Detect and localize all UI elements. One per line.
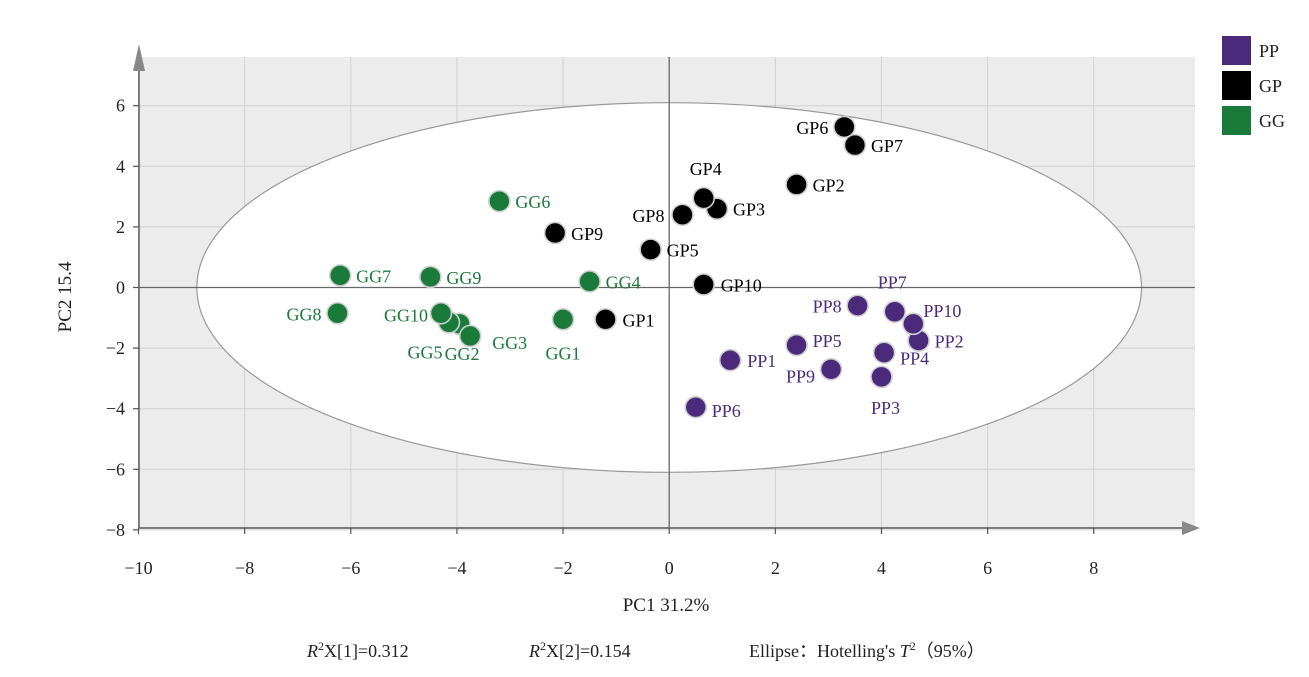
point-pp8 <box>846 294 869 317</box>
point-gg4 <box>578 270 601 293</box>
point-gg3 <box>458 324 482 348</box>
x-tick-label: 2 <box>771 558 780 578</box>
x-tick-label: −8 <box>235 558 254 578</box>
point-gp6 <box>833 115 856 139</box>
point-labels: PP1 PP2 PP3 PP4 PP5 PP6 PP7 PP8 PP9 PP10 GP1 GP2 GP3… <box>287 118 964 421</box>
legend: PP GP GG <box>1222 36 1285 135</box>
point-label-pp3: PP3 <box>871 398 900 418</box>
stat-r2x2: R2X[2]=0.154 <box>528 639 631 661</box>
point-label-gg8: GG8 <box>287 304 322 324</box>
y-tick-label: −4 <box>106 399 125 419</box>
point-gp9 <box>543 221 567 245</box>
x-axis-title: PC1 31.2% <box>623 595 710 616</box>
y-tick-label: −8 <box>106 520 125 540</box>
point-gp1 <box>594 308 617 331</box>
point-gp5 <box>639 238 662 261</box>
point-label-pp2: PP2 <box>935 332 964 352</box>
point-label-gp6: GP6 <box>796 118 828 138</box>
point-pp6 <box>684 395 708 419</box>
y-axis-title: PC2 15.4 <box>55 261 76 332</box>
x-tick-label: −10 <box>124 558 152 578</box>
point-gp7 <box>843 133 867 157</box>
y-tick-label: −2 <box>106 338 125 358</box>
axes <box>133 44 1200 535</box>
point-pp5 <box>785 333 808 357</box>
point-label-gp8: GP8 <box>632 206 664 226</box>
x-tick-label: 8 <box>1089 558 1098 578</box>
x-tick-label: 0 <box>665 558 674 578</box>
point-label-gp3: GP3 <box>733 200 765 220</box>
tick-labels: −10 −8 −6 −4 −2 0 2 4 6 8 −8 −6 −4 −2 0 2 4 6 <box>106 96 1098 578</box>
point-label-pp10: PP10 <box>923 301 961 321</box>
point-gp4 <box>692 186 715 210</box>
point-label-pp1: PP1 <box>747 351 776 371</box>
point-label-gp10: GP10 <box>721 275 762 295</box>
point-label-gg10: GG10 <box>384 305 428 325</box>
point-pp10 <box>902 312 925 336</box>
point-label-gp4: GP4 <box>690 159 722 179</box>
point-label-pp4: PP4 <box>900 349 929 369</box>
y-tick-label: 6 <box>116 96 125 116</box>
x-tick-label: −2 <box>553 558 572 578</box>
point-label-gg1: GG1 <box>546 343 581 363</box>
y-tick-label: 0 <box>116 278 125 298</box>
legend-label-gg: GG <box>1259 111 1285 131</box>
legend-swatch-pp <box>1222 36 1251 65</box>
point-pp9 <box>819 358 843 381</box>
point-label-gp2: GP2 <box>813 175 845 195</box>
point-label-pp8: PP8 <box>813 297 842 317</box>
point-gp10 <box>692 273 715 296</box>
point-pp4 <box>872 341 896 364</box>
y-tick-label: −6 <box>106 459 125 479</box>
stat-ellipse-note: Ellipse：Hotelling's T2（95%） <box>749 639 985 661</box>
point-pp7 <box>883 300 907 324</box>
y-tick-label: 4 <box>116 156 125 176</box>
point-label-gg7: GG7 <box>356 266 391 286</box>
point-gg6 <box>488 189 511 213</box>
point-label-gg6: GG6 <box>515 192 550 212</box>
point-pp1 <box>718 348 742 372</box>
x-axis-arrow-icon <box>1182 521 1200 535</box>
legend-swatch-gg <box>1222 106 1251 135</box>
data-points <box>326 115 930 419</box>
point-label-gg3: GG3 <box>492 333 527 353</box>
y-tick-label: 2 <box>116 217 125 237</box>
point-pp3 <box>870 365 893 389</box>
point-gp2 <box>785 173 808 196</box>
point-gg9 <box>419 265 442 289</box>
point-label-gg4: GG4 <box>606 272 641 292</box>
legend-swatch-gp <box>1222 71 1251 100</box>
point-label-gg9: GG9 <box>446 268 481 288</box>
point-gp8 <box>671 203 694 227</box>
point-label-gp9: GP9 <box>571 224 603 244</box>
x-tick-label: 4 <box>877 558 886 578</box>
stat-r2x1: R2X[1]=0.312 <box>306 639 409 661</box>
x-tick-label: −6 <box>341 558 360 578</box>
point-label-pp6: PP6 <box>712 401 741 421</box>
point-label-gp5: GP5 <box>667 241 699 261</box>
point-label-gg5: GG5 <box>407 342 442 362</box>
x-tick-label: −4 <box>447 558 466 578</box>
point-label-pp7: PP7 <box>878 273 907 293</box>
point-label-gp1: GP1 <box>623 310 655 330</box>
point-gg1 <box>551 308 575 331</box>
point-gg7 <box>328 264 352 287</box>
legend-label-pp: PP <box>1259 41 1279 61</box>
x-tick-label: 6 <box>983 558 992 578</box>
point-label-pp9: PP9 <box>786 366 815 386</box>
point-gg8 <box>326 301 349 325</box>
legend-label-gp: GP <box>1259 76 1282 96</box>
model-stats: R2X[1]=0.312 R2X[2]=0.154 Ellipse：Hotellin… <box>306 639 985 661</box>
point-label-pp5: PP5 <box>813 331 842 351</box>
y-axis-arrow-icon <box>133 44 145 71</box>
point-label-gp7: GP7 <box>871 136 903 156</box>
point-label-gg2: GG2 <box>445 344 480 364</box>
point-gg10 <box>429 301 453 325</box>
